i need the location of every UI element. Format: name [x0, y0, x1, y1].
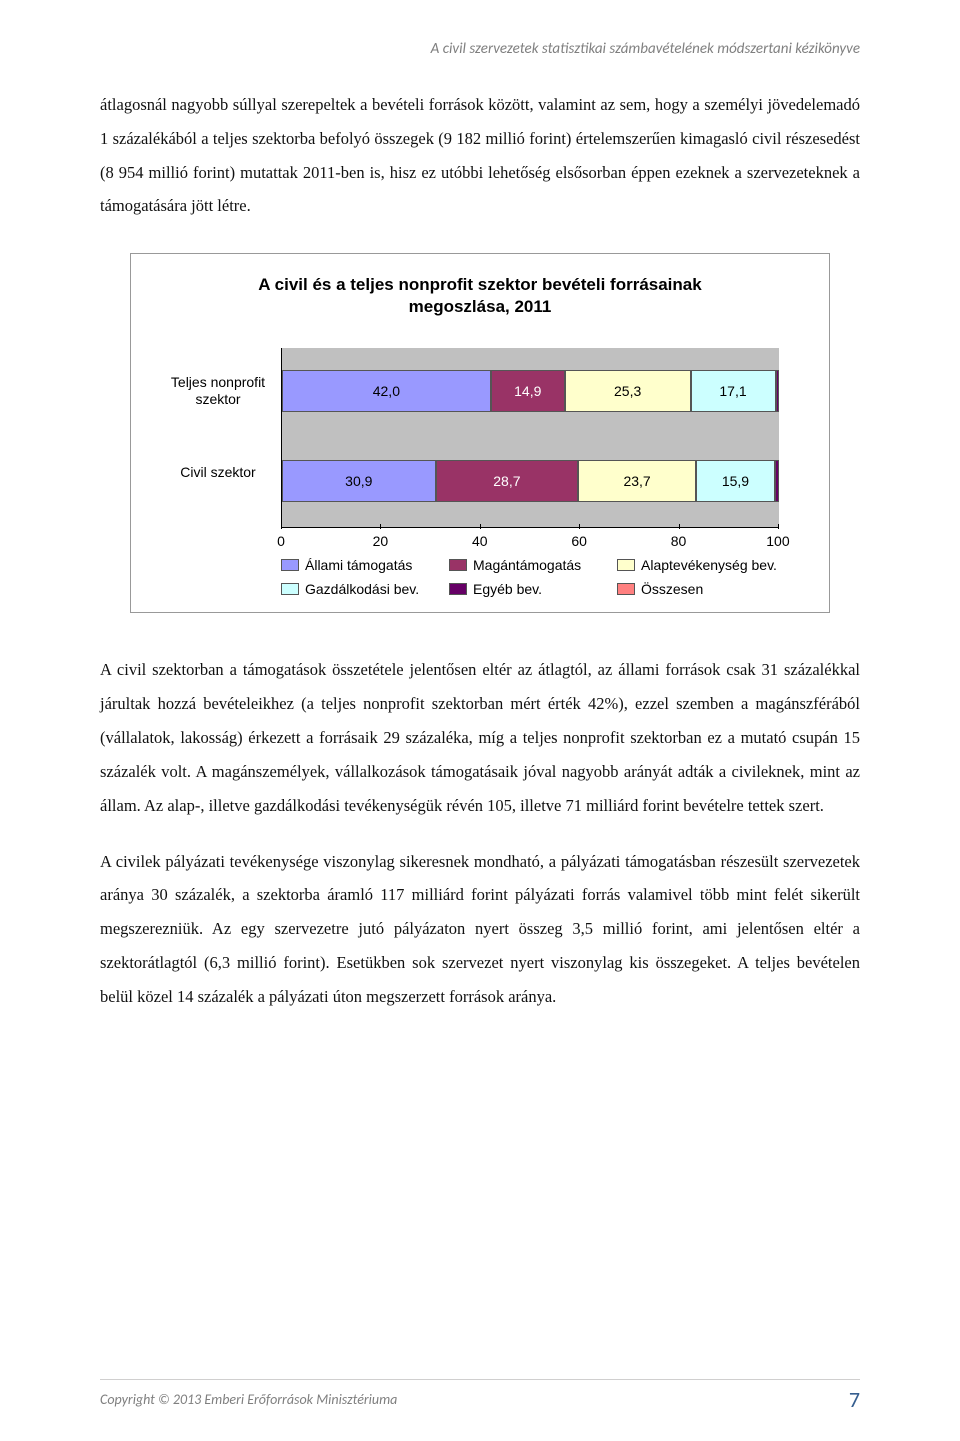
legend-item: Alaptevékenység bev. [617, 557, 779, 573]
y-axis-label: Civil szektor [162, 464, 282, 481]
chart-title: A civil és a teljes nonprofit szektor be… [221, 274, 739, 318]
legend-label: Egyéb bev. [473, 581, 542, 597]
legend-item: Összesen [617, 581, 779, 597]
legend-item: Magántámogatás [449, 557, 611, 573]
revenue-chart: A civil és a teljes nonprofit szektor be… [130, 253, 830, 613]
legend-swatch [617, 583, 635, 595]
chart-plot: Teljes nonprofit szektor42,014,925,317,1… [281, 348, 779, 597]
legend-swatch [617, 559, 635, 571]
bar-segment: 30,9 [282, 460, 436, 502]
x-tick-label: 40 [465, 533, 495, 549]
legend-item: Egyéb bev. [449, 581, 611, 597]
paragraph-3: A civilek pályázati tevékenysége viszony… [100, 845, 860, 1014]
bar-segment [776, 370, 779, 412]
chart-legend: Állami támogatás Magántámogatás Alaptevéke… [281, 557, 779, 597]
bar-segment [775, 460, 779, 502]
plot-area: Teljes nonprofit szektor42,014,925,317,1… [281, 348, 779, 528]
x-tick-label: 80 [664, 533, 694, 549]
x-tick-label: 0 [266, 533, 296, 549]
bar-row: Civil szektor30,928,723,715,9 [282, 460, 779, 502]
bar-segment: 17,1 [691, 370, 776, 412]
legend-item: Állami támogatás [281, 557, 443, 573]
bar-segment: 23,7 [578, 460, 696, 502]
copyright-text: Copyright © 2013 Emberi Erőforrások Mini… [100, 1391, 397, 1408]
paragraph-1: átlagosnál nagyobb súllyal szerepeltek a… [100, 88, 860, 223]
legend-label: Alaptevékenység bev. [641, 557, 777, 573]
bar-segment: 15,9 [696, 460, 775, 502]
legend-swatch [449, 583, 467, 595]
legend-item: Gazdálkodási bev. [281, 581, 443, 597]
paragraph-2: A civil szektorban a támogatások összeté… [100, 653, 860, 822]
running-header: A civil szervezetek statisztikai számbav… [100, 40, 860, 58]
legend-swatch [449, 559, 467, 571]
x-tick-label: 60 [564, 533, 594, 549]
legend-swatch [281, 559, 299, 571]
page-number: 7 [849, 1386, 860, 1413]
x-tick-label: 20 [365, 533, 395, 549]
x-tick-label: 100 [763, 533, 793, 549]
bar-segment: 28,7 [436, 460, 579, 502]
legend-label: Gazdálkodási bev. [305, 581, 419, 597]
legend-label: Állami támogatás [305, 557, 412, 573]
bar-segment: 42,0 [282, 370, 491, 412]
legend-swatch [281, 583, 299, 595]
bar-row: Teljes nonprofit szektor42,014,925,317,1 [282, 370, 779, 412]
legend-label: Összesen [641, 581, 703, 597]
bar-segment: 14,9 [491, 370, 565, 412]
y-axis-label: Teljes nonprofit szektor [162, 374, 282, 408]
bar-segment: 25,3 [565, 370, 691, 412]
page-footer: Copyright © 2013 Emberi Erőforrások Mini… [100, 1379, 860, 1413]
legend-label: Magántámogatás [473, 557, 581, 573]
